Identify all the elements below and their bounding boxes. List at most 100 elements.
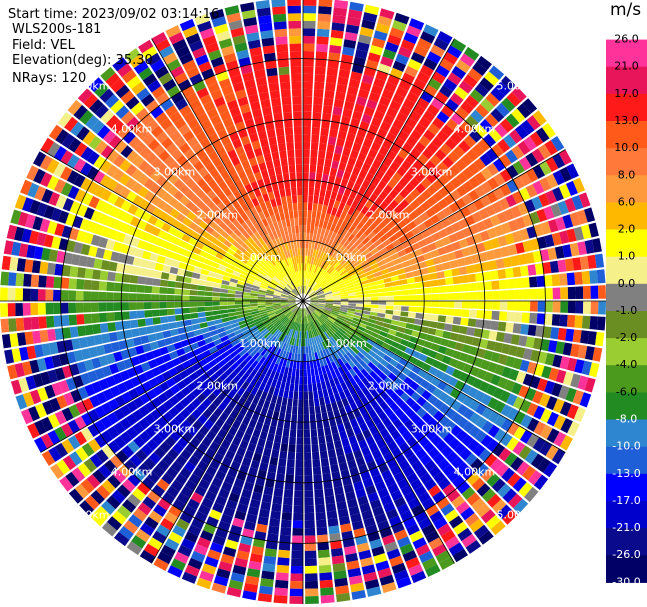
ray-gate [242, 298, 250, 301]
ray-gate [432, 117, 445, 130]
ray-gate [310, 368, 315, 377]
ray-gate [332, 14, 346, 24]
ray-gate [259, 22, 273, 32]
ray-gate [173, 253, 183, 262]
ray-gate [311, 375, 316, 384]
ray-gate [394, 529, 408, 541]
ray-gate [440, 338, 450, 347]
ray-gate [329, 314, 337, 320]
ray-gate [199, 94, 213, 106]
ray-gate [192, 467, 205, 479]
ray-gate [237, 96, 249, 107]
ray-gate [447, 469, 461, 483]
ray-gate [310, 225, 315, 234]
ray-gate [209, 329, 219, 337]
ray-gate [319, 572, 333, 581]
ray-gate [240, 270, 249, 277]
ray-gate [266, 377, 274, 386]
ray-gate [335, 331, 343, 339]
ray-gate [202, 408, 213, 419]
ray-gate [410, 442, 423, 454]
ray-gate [347, 327, 356, 334]
ray-gate [483, 240, 493, 251]
ray-gate [369, 311, 378, 317]
ray-gate [355, 399, 364, 409]
ray-gate [267, 312, 276, 317]
ray-gate [304, 286, 306, 294]
ray-gate [231, 274, 240, 280]
ray-gate [533, 421, 546, 436]
ray-gate [357, 152, 367, 163]
ray-gate [155, 187, 167, 199]
ray-gate [457, 527, 473, 542]
ray-gate [368, 318, 377, 324]
ray-gate [91, 357, 102, 369]
ray-gate [144, 242, 155, 252]
ray-gate [474, 171, 487, 185]
ray-gate [216, 30, 231, 42]
ray-gate [254, 171, 263, 181]
ray-gate [290, 305, 297, 310]
ray-gate [293, 497, 303, 506]
ray-gate [330, 240, 337, 249]
ray-gate [9, 333, 19, 348]
ray-gate [407, 283, 416, 290]
ray-gate [346, 16, 361, 27]
ray-gate [507, 407, 519, 421]
ray-gate [258, 270, 266, 277]
ray-gate [468, 309, 477, 318]
ray-gate [453, 521, 468, 535]
ray-gate [189, 295, 198, 301]
ray-gate [245, 513, 258, 524]
ray-gate [490, 237, 501, 249]
ray-gate [253, 188, 262, 198]
ray-gate [175, 425, 187, 437]
ray-gate [140, 335, 150, 345]
ray-gate [288, 297, 296, 300]
ray-gate [238, 542, 251, 553]
ray-gate [335, 493, 346, 503]
ray-gate [425, 429, 437, 441]
ray-gate [487, 493, 502, 508]
ray-gate [245, 426, 255, 436]
ray-gate [394, 387, 405, 397]
ray-gate [348, 125, 358, 135]
ray-gate [170, 460, 183, 473]
ray-gate [290, 241, 295, 250]
ray-gate [147, 234, 158, 244]
ray-gate [329, 394, 336, 404]
ray-gate [261, 265, 269, 273]
ray-gate [326, 441, 335, 451]
ray-gate [508, 219, 519, 232]
ray-gate [369, 467, 380, 478]
ray-gate [464, 255, 474, 266]
ray-gate [418, 550, 434, 564]
ray-gate [466, 492, 481, 506]
colorbar-band [606, 500, 647, 529]
ray-gate [248, 190, 256, 200]
ray-gate [398, 46, 413, 58]
ray-gate [364, 4, 380, 16]
ray-gate [169, 161, 181, 173]
ray-gate [391, 224, 401, 234]
ray-gate [85, 115, 99, 130]
ray-gate [246, 320, 255, 326]
ray-gate [540, 249, 550, 262]
ray-gate [154, 218, 165, 229]
ray-gate [321, 120, 331, 129]
ray-gate [221, 207, 231, 217]
ray-gate [279, 324, 286, 332]
ray-gate [303, 157, 310, 165]
ray-gate [14, 226, 25, 242]
ray-gate [262, 244, 270, 252]
ray-gate [313, 311, 320, 317]
ray-gate [276, 322, 283, 330]
ray-gate [350, 402, 358, 412]
ray-gate [317, 428, 325, 437]
ray-gate [392, 310, 401, 316]
ray-gate [495, 258, 505, 269]
ray-gate [295, 263, 298, 272]
ray-gate [303, 399, 309, 407]
ray-gate [204, 296, 213, 301]
ray-gate [546, 396, 558, 411]
